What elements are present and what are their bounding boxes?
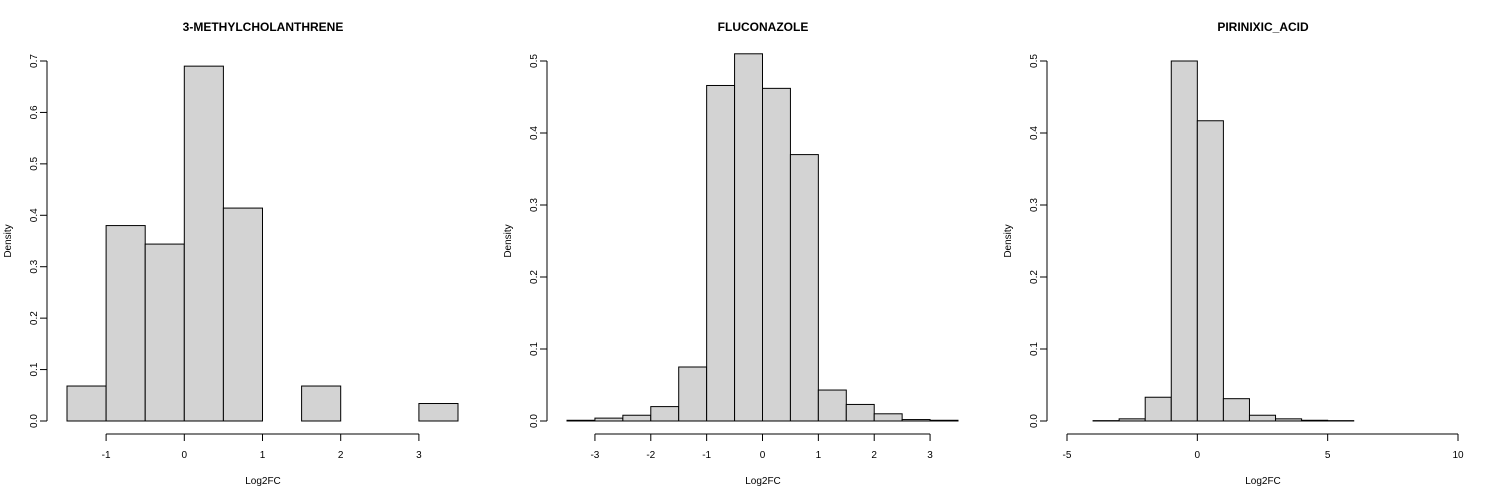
histogram-bar (1275, 418, 1303, 422)
x-axis-label: Log2FC (245, 476, 281, 487)
histogram-bar (301, 385, 342, 422)
histogram-bar (1144, 396, 1172, 422)
y-axis-label: Density (503, 224, 514, 257)
x-axis-label: Log2FC (1245, 476, 1281, 487)
x-tick-label: -3 (590, 450, 599, 461)
y-axis-label: Density (1003, 224, 1014, 257)
histogram-bar (1196, 120, 1224, 422)
histogram-bar (901, 419, 931, 422)
x-tick-label: 0 (760, 450, 766, 461)
histogram-bar (105, 225, 146, 422)
histogram-bar (594, 417, 624, 422)
x-tick-label: 3 (927, 450, 933, 461)
x-tick-label: 0 (182, 450, 188, 461)
histogram-bar (734, 53, 763, 422)
histogram-panel-2: FLUCONAZOLE 0.0 0.1 0.2 0.3 0.4 0.5 -3 -2 -1 0 1 2 3 L… (500, 0, 1000, 500)
histogram-bar (706, 84, 736, 422)
histogram-chart-2: FLUCONAZOLE 0.0 0.1 0.2 0.3 0.4 0.5 -3 -2 -1 0 1 2 3 L… (503, 20, 959, 487)
x-tick-label: -1 (702, 450, 711, 461)
y-tick-label: 0.0 (29, 414, 40, 428)
histogram-bar (929, 419, 959, 422)
histogram-bar (566, 419, 596, 422)
histogram-bar (1301, 419, 1329, 422)
histogram-bar (762, 87, 791, 422)
x-tick-label: 5 (1325, 450, 1331, 461)
y-tick-label: 0.1 (1029, 342, 1040, 356)
y-tick-label: 0.5 (29, 156, 40, 170)
histogram-bar (873, 413, 903, 422)
histogram-bar (144, 243, 185, 422)
x-tick-label: -2 (646, 450, 655, 461)
histogram-bar (1118, 418, 1146, 422)
histogram-bar (418, 403, 459, 422)
histogram-bar (622, 414, 652, 422)
histogram-bar (1248, 414, 1277, 422)
y-tick-label: 0.4 (529, 126, 540, 140)
histogram-bar (650, 406, 680, 422)
y-tick-label: 0.3 (29, 259, 40, 273)
chart-title: FLUCONAZOLE (718, 20, 809, 34)
histogram-bar (1222, 398, 1250, 422)
histogram-bar (222, 207, 263, 422)
y-tick-label: 0.2 (1029, 270, 1040, 284)
histogram-bar (845, 403, 875, 422)
y-tick-label: 0.7 (29, 54, 40, 68)
x-tick-label: 0 (1195, 450, 1201, 461)
y-tick-label: 0.5 (1029, 54, 1040, 68)
y-tick-label: 0.5 (529, 54, 540, 68)
y-tick-label: 0.0 (1029, 414, 1040, 428)
y-tick-label: 0.4 (1029, 126, 1040, 140)
y-tick-label: 0.2 (29, 311, 40, 325)
y-tick-label: 0.1 (29, 362, 40, 376)
y-tick-label: 0.2 (529, 270, 540, 284)
histogram-chart-1: 3-METHYLCHOLANTHRENE 0.0 0.1 0.2 0.3 0.4 0.5 0.… (3, 20, 459, 487)
y-tick-label: 0.6 (29, 105, 40, 119)
x-tick-label: 2 (338, 450, 344, 461)
x-tick-label: -1 (102, 450, 111, 461)
y-tick-label: 0.4 (29, 208, 40, 222)
x-tick-label: 2 (871, 450, 877, 461)
histogram-panel-1: 3-METHYLCHOLANTHRENE 0.0 0.1 0.2 0.3 0.4 0.5 0.… (0, 0, 500, 500)
y-tick-label: 0.3 (529, 198, 540, 212)
y-axis-label: Density (3, 224, 14, 257)
histogram-bar (789, 154, 819, 422)
histogram-bar (66, 385, 107, 422)
histogram-chart-3: PIRINIXIC_ACID 0.0 0.1 0.2 0.3 0.4 0.5 -5 0 5 10 Lo… (1003, 20, 1464, 487)
histogram-bar (678, 366, 708, 422)
chart-title: 3-METHYLCHOLANTHRENE (183, 20, 344, 34)
x-axis-label: Log2FC (745, 476, 781, 487)
x-tick-label: 1 (260, 450, 266, 461)
y-tick-label: 0.0 (529, 414, 540, 428)
histogram-bar (1170, 60, 1198, 422)
histogram-bar (183, 65, 224, 422)
x-tick-label: 1 (816, 450, 822, 461)
x-tick-label: 10 (1452, 450, 1464, 461)
y-tick-label: 0.1 (529, 342, 540, 356)
chart-title: PIRINIXIC_ACID (1217, 20, 1309, 34)
x-tick-label: 3 (416, 450, 422, 461)
histogram-panel-3: PIRINIXIC_ACID 0.0 0.1 0.2 0.3 0.4 0.5 -5 0 5 10 Lo… (1000, 0, 1500, 500)
y-tick-label: 0.3 (1029, 198, 1040, 212)
x-tick-label: -5 (1063, 450, 1072, 461)
histogram-bar (817, 389, 847, 422)
